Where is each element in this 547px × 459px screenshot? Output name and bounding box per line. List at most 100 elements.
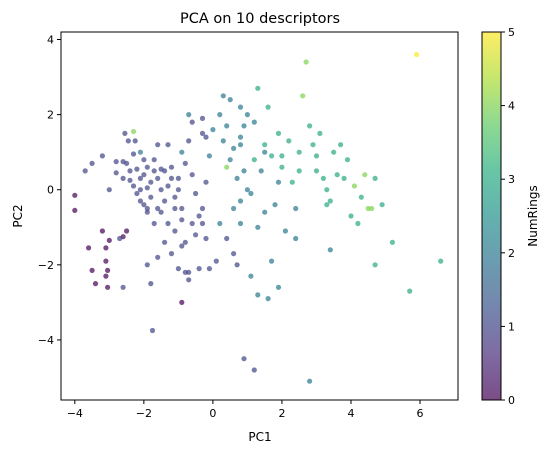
scatter-point — [182, 160, 188, 166]
scatter-point — [203, 134, 209, 140]
scatter-point — [106, 237, 112, 243]
scatter-point — [158, 166, 164, 172]
scatter-point — [251, 367, 257, 373]
scatter-point — [241, 168, 247, 174]
y-tick-label: −2 — [38, 259, 54, 272]
scatter-point — [206, 266, 212, 272]
scatter-point — [89, 160, 95, 166]
scatter-point — [148, 281, 154, 287]
scatter-point — [189, 119, 195, 125]
scatter-point — [269, 258, 275, 264]
scatter-point — [155, 254, 161, 260]
scatter-point — [248, 273, 254, 279]
scatter-point — [255, 224, 261, 230]
scatter-point — [244, 187, 250, 193]
scatter-point — [307, 123, 313, 129]
scatter-point — [186, 138, 192, 144]
scatter-point — [217, 112, 223, 118]
scatter-point — [106, 187, 112, 193]
scatter-point — [149, 327, 156, 334]
scatter-point — [289, 179, 295, 185]
scatter-point — [372, 262, 378, 268]
scatter-point — [162, 198, 168, 204]
scatter-point — [141, 172, 147, 178]
scatter-point — [132, 138, 138, 144]
scatter-point — [120, 284, 126, 290]
y-tick-label: 4 — [47, 34, 54, 47]
scatter-point — [193, 232, 199, 238]
scatter-point — [258, 168, 264, 174]
scatter-point — [137, 187, 143, 193]
scatter-point — [379, 202, 385, 208]
scatter-point — [175, 187, 181, 193]
scatter-point — [231, 251, 237, 257]
scatter-point — [151, 220, 157, 227]
scatter-point — [151, 157, 157, 163]
scatter-point — [105, 267, 111, 273]
scatter-point — [224, 235, 230, 242]
scatter-point — [144, 185, 150, 191]
scatter-point — [262, 142, 268, 148]
scatter-point — [189, 220, 195, 227]
scatter-point — [179, 217, 185, 223]
scatter-point — [182, 239, 188, 245]
scatter-point — [237, 134, 244, 140]
scatter-point — [113, 159, 119, 165]
scatter-point — [113, 170, 119, 176]
scatter-point — [165, 183, 171, 189]
x-tick-label: 2 — [278, 407, 285, 420]
scatter-point — [103, 273, 109, 279]
scatter-point — [186, 277, 192, 283]
scatter-point — [324, 202, 330, 208]
scatter-point — [158, 209, 164, 215]
scatter-point — [227, 97, 233, 103]
scatter-point — [414, 51, 420, 58]
scatter-point — [168, 175, 175, 181]
scatter-point — [296, 168, 302, 174]
scatter-point — [331, 149, 337, 155]
scatter-point — [244, 112, 250, 118]
scatter-point — [313, 168, 320, 174]
scatter-point — [220, 138, 226, 144]
scatter-point — [89, 267, 95, 273]
scatter-point — [99, 228, 105, 234]
scatter-point — [162, 239, 168, 245]
scatter-point — [338, 142, 344, 148]
scatter-point — [122, 130, 128, 136]
scatter-point — [237, 198, 244, 204]
scatter-point — [130, 128, 137, 135]
x-tick-label: 0 — [209, 407, 216, 420]
scatter-point — [241, 123, 247, 129]
scatter-point — [127, 177, 133, 183]
scatter-point — [293, 205, 299, 212]
scatter-point — [224, 164, 230, 170]
scatter-point — [265, 104, 271, 110]
scatter-point — [241, 356, 247, 362]
scatter-point — [148, 194, 154, 200]
x-tick-label: −4 — [67, 407, 83, 420]
scatter-point — [141, 157, 147, 163]
scatter-point — [237, 220, 244, 227]
points-layer — [72, 51, 444, 384]
scatter-point — [275, 284, 282, 290]
scatter-point — [286, 138, 292, 144]
x-tick-label: 4 — [347, 407, 354, 420]
x-tick-label: −2 — [136, 407, 152, 420]
scatter-point — [224, 123, 230, 129]
scatter-point — [407, 288, 413, 294]
scatter-point — [341, 175, 347, 181]
scatter-point — [172, 228, 178, 234]
scatter-point — [193, 190, 199, 197]
scatter-point — [179, 299, 185, 305]
scatter-point — [82, 168, 88, 174]
scatter-point — [103, 258, 109, 264]
scatter-point — [220, 93, 226, 99]
scatter-point — [310, 142, 316, 148]
scatter-point — [125, 138, 131, 144]
x-axis: −4 −2 0 2 4 6 — [67, 400, 424, 420]
scatter-point — [251, 157, 257, 163]
scatter-point — [137, 175, 143, 181]
scatter-point — [348, 213, 354, 219]
scatter-point — [117, 235, 123, 242]
scatter-point — [124, 228, 130, 234]
